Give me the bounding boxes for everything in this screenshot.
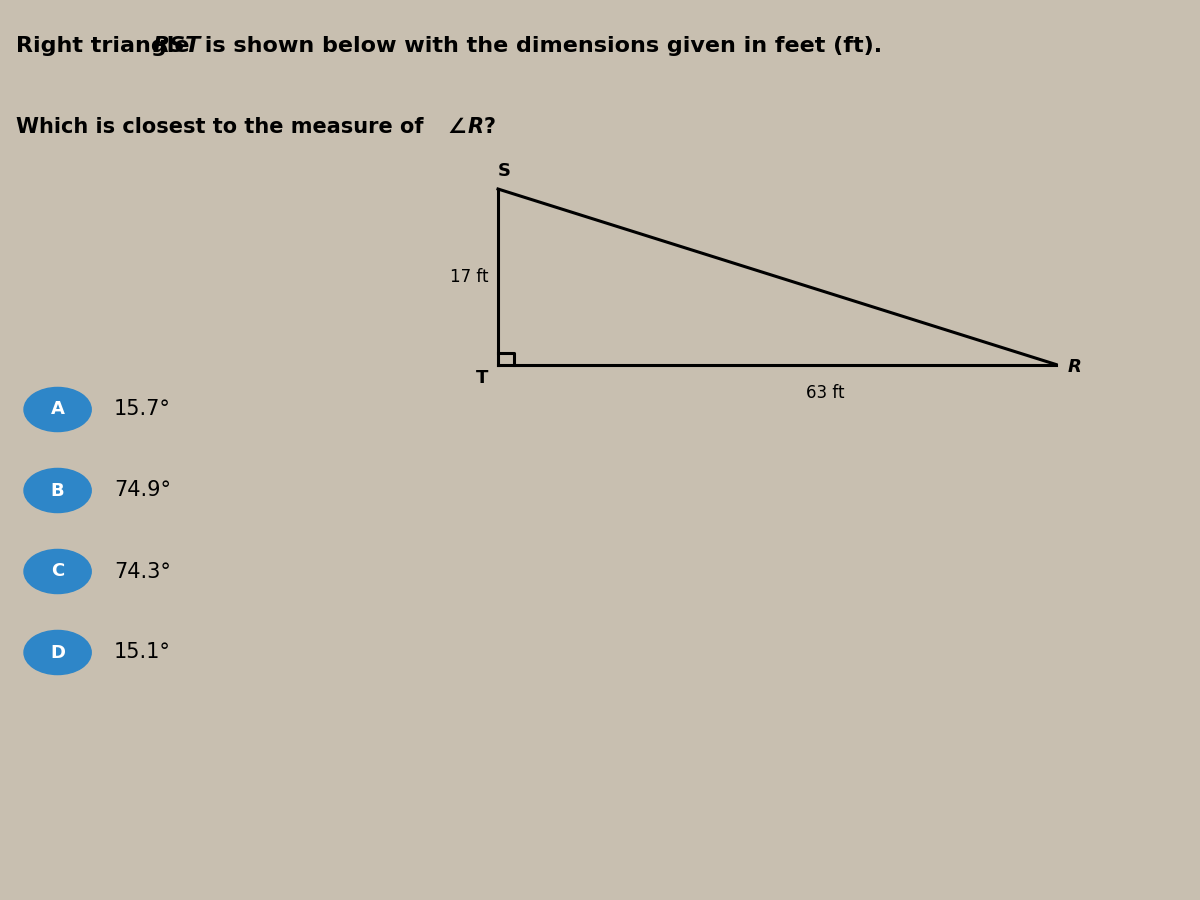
Text: B: B	[50, 482, 65, 500]
Text: 74.9°: 74.9°	[114, 481, 172, 500]
Text: D: D	[50, 644, 65, 662]
Text: Right triangle: Right triangle	[16, 36, 197, 56]
Text: 74.3°: 74.3°	[114, 562, 170, 581]
Text: 63 ft: 63 ft	[805, 384, 845, 402]
Text: RST: RST	[152, 36, 200, 56]
Text: C: C	[50, 562, 65, 580]
Text: S: S	[498, 162, 510, 180]
Text: R: R	[1068, 358, 1082, 376]
Text: ∠: ∠	[448, 117, 474, 137]
Text: 17 ft: 17 ft	[450, 268, 488, 286]
Text: ?: ?	[484, 117, 496, 137]
Text: 15.7°: 15.7°	[114, 400, 170, 419]
Text: R: R	[468, 117, 484, 137]
Text: A: A	[50, 400, 65, 418]
Text: is shown below with the dimensions given in feet (ft).: is shown below with the dimensions given…	[197, 36, 882, 56]
Text: Which is closest to the measure of: Which is closest to the measure of	[16, 117, 431, 137]
Text: T: T	[476, 369, 488, 387]
Text: 15.1°: 15.1°	[114, 643, 170, 662]
